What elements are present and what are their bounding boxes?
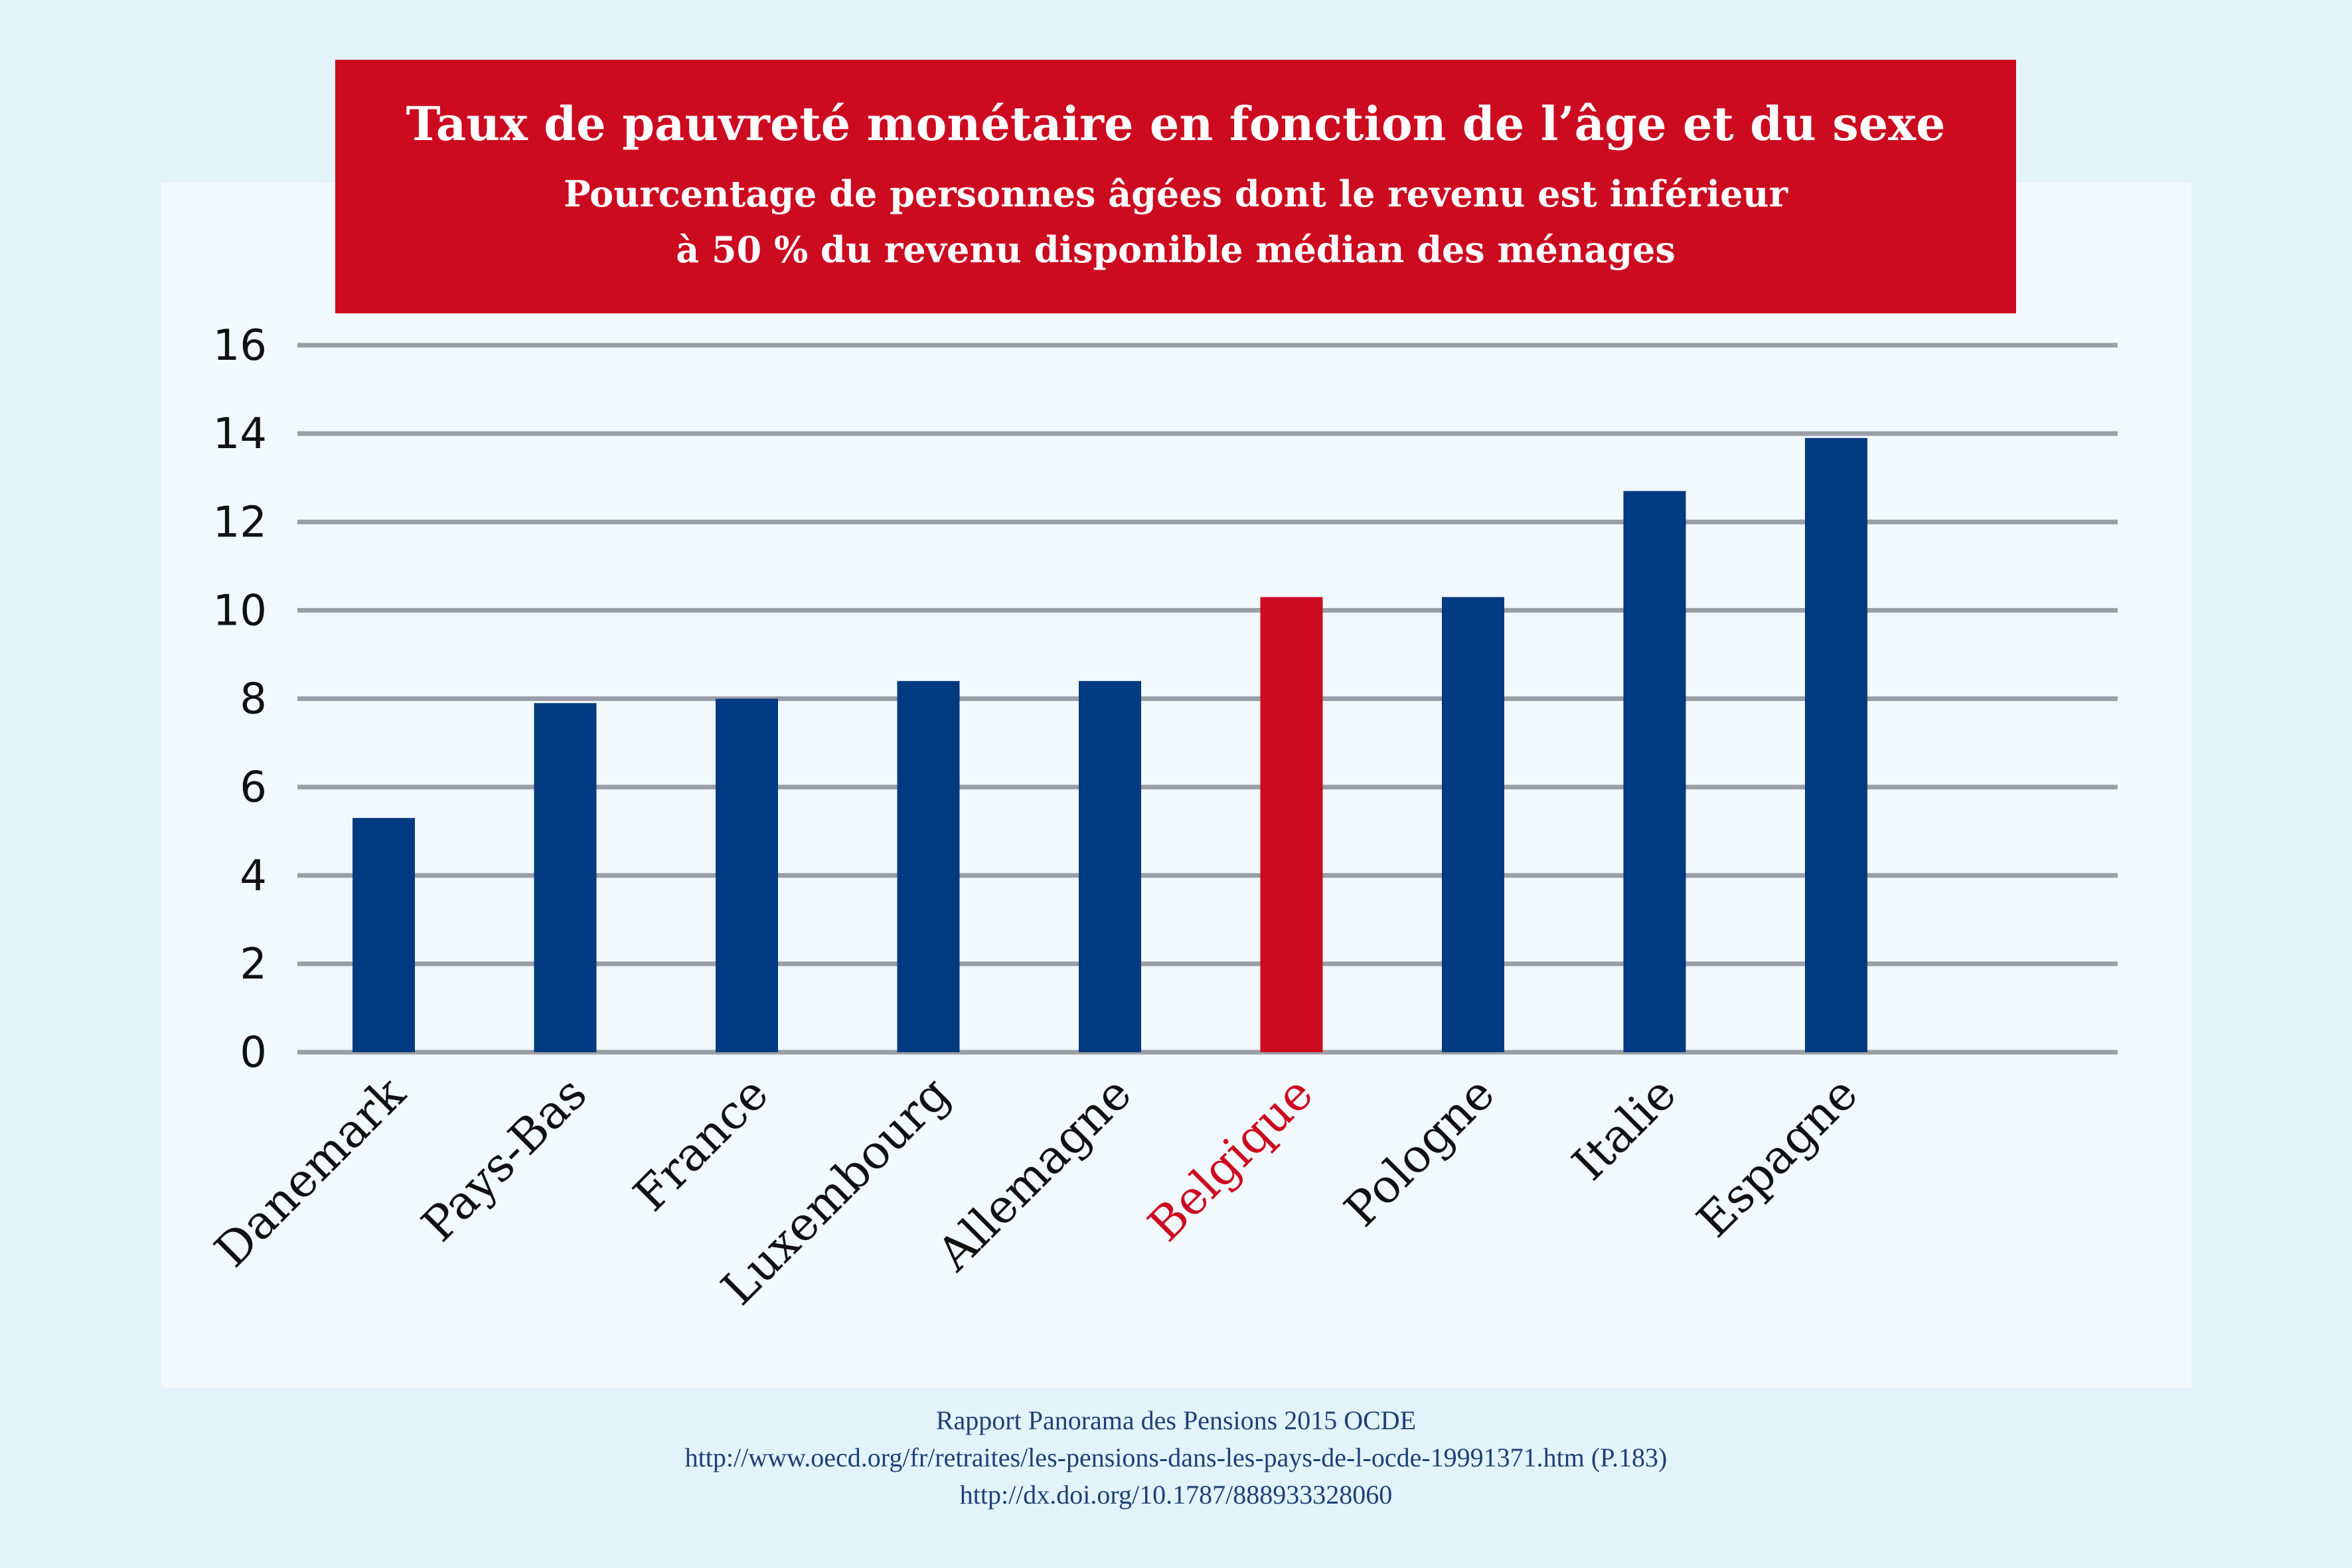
bar-belgique	[1260, 597, 1323, 1052]
subtitle-line-2: à 50 % du revenu disponible médian des m…	[676, 228, 1676, 271]
y-tick-label-16: 16	[213, 321, 267, 370]
x-label-danemark: Danemark	[204, 1066, 416, 1278]
x-label-pologne: Pologne	[1334, 1066, 1505, 1237]
x-label-italie: Italie	[1562, 1066, 1687, 1191]
y-tick-label-2: 2	[240, 940, 267, 989]
x-label-france: France	[623, 1066, 779, 1221]
y-tick-label-6: 6	[240, 763, 267, 813]
bar-italie	[1623, 491, 1686, 1052]
bars	[353, 437, 1867, 1052]
y-tick-label-10: 10	[213, 586, 267, 635]
x-label-espagne: Espagne	[1686, 1066, 1868, 1248]
chart-subtitle: Pourcentage de personnes âgées dont le r…	[335, 166, 2016, 277]
x-label-pays-bas: Pays-Bas	[412, 1066, 597, 1252]
bar-espagne	[1805, 437, 1867, 1052]
source-url-1[interactable]: http://www.oecd.org/fr/retraites/les-pen…	[684, 1443, 1668, 1472]
bar-pologne	[1442, 597, 1504, 1052]
y-tick-label-0: 0	[240, 1028, 267, 1077]
subtitle-line-1: Pourcentage de personnes âgées dont le r…	[563, 173, 1788, 215]
bar-allemagne	[1079, 680, 1141, 1052]
source-line-1: Rapport Panorama des Pensions 2015 OCDE	[935, 1405, 1417, 1435]
bar-luxembourg	[897, 680, 960, 1052]
source-citation: Rapport Panorama des Pensions 2015 OCDE …	[0, 1402, 2352, 1514]
y-axis-ticks: 0 2 4 6 8 10 12 14 16	[213, 321, 267, 1077]
bar-danemark	[353, 818, 415, 1052]
y-tick-label-12: 12	[213, 498, 267, 547]
bar-pays-bas	[534, 703, 597, 1052]
y-tick-label-8: 8	[240, 675, 267, 724]
bar-france	[716, 698, 778, 1052]
x-label-allemagne: Allemagne	[926, 1066, 1142, 1282]
chart-title: Taux de pauvreté monétaire en fonction d…	[406, 96, 1946, 151]
y-tick-label-4: 4	[240, 852, 267, 901]
title-banner: Taux de pauvreté monétaire en fonction d…	[335, 60, 2016, 313]
source-url-2[interactable]: http://dx.doi.org/10.1787/888933328060	[959, 1480, 1393, 1510]
y-tick-label-14: 14	[213, 410, 267, 459]
x-label-belgique: Belgique	[1138, 1066, 1324, 1252]
